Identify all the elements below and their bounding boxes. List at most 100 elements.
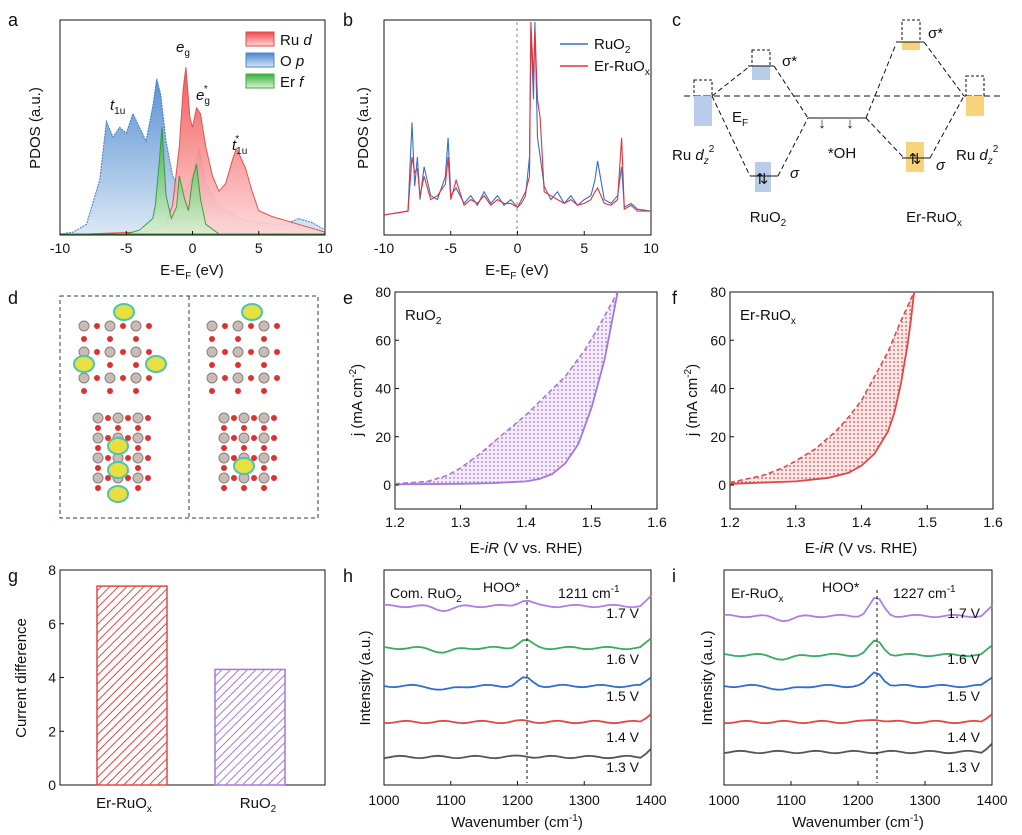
- o-atom: [261, 445, 267, 451]
- i-lines-x-ticklabel: 1200: [842, 792, 873, 808]
- panel-i: 1000 1100 1200 1300 1400 Er-RuOx HOO* 1227 c…: [699, 569, 1008, 831]
- f-plot-x-ticklabel: 1.3: [786, 514, 806, 530]
- xlabel-e: E-iR (V vs. RHE): [470, 540, 583, 557]
- o-atom: [235, 388, 241, 394]
- o-atom: [115, 425, 121, 431]
- voltage-label: 1.3 V: [606, 759, 639, 775]
- area-er-f: [60, 127, 325, 235]
- o-atom: [133, 388, 139, 394]
- o-atom: [120, 349, 126, 355]
- panel-b: -10 -5 0 5 10 E-EF (eV) PDOS (a.u.) RuO2 Er-…: [355, 19, 659, 282]
- panel-label-f: f: [672, 288, 678, 308]
- peak-label-i: HOO*: [822, 579, 860, 595]
- f-plot-x-ticklabel: 1.6: [983, 514, 1003, 530]
- spectrum-1.3-V: [383, 748, 652, 760]
- b-x-ticklabel: -10: [374, 240, 394, 256]
- o-atom: [95, 425, 101, 431]
- o-atom: [125, 435, 131, 441]
- b-x-ticklabel: -5: [445, 240, 458, 256]
- charge-isosurface: [233, 457, 255, 475]
- ru-atom: [206, 320, 218, 332]
- panel-f: 1.2 1.3 1.4 1.5 1.6 0 20 40 60 80 Er-RuOx E-iR (V…: [683, 284, 1003, 557]
- o-atom: [145, 455, 151, 461]
- shaded-area: [730, 292, 915, 484]
- o-atom: [107, 336, 113, 342]
- g-y-ticklabel: 0: [48, 777, 56, 793]
- panel-g: 0 2 4 6 8 Current difference Er-RuOx RuO2: [13, 562, 326, 815]
- o-atom: [105, 475, 111, 481]
- ru-dz2-label-right: Ru dz2: [956, 144, 999, 167]
- o-atom: [261, 425, 267, 431]
- o-atom: [271, 455, 277, 461]
- o-atom: [145, 435, 151, 441]
- shaded-area: [395, 292, 618, 485]
- link-line: [865, 117, 905, 159]
- o-atom: [94, 375, 100, 381]
- charge-isosurface: [107, 461, 129, 479]
- ru-atom: [132, 472, 144, 484]
- o-atom: [133, 362, 139, 368]
- xlabel-a: E-EF (eV): [160, 262, 224, 282]
- o-atom: [105, 435, 111, 441]
- ru-atom: [104, 320, 116, 332]
- spectrum-1.7-V: [384, 595, 652, 613]
- o-atom: [145, 475, 151, 481]
- xlabel-i: Wavenumber (cm-1): [792, 813, 924, 831]
- o-atom: [241, 445, 247, 451]
- o-atom: [95, 465, 101, 471]
- o-atom: [235, 336, 241, 342]
- e-plot-y-ticklabel: 40: [375, 381, 391, 397]
- legend-er-ruox: Er-RuOx: [594, 58, 650, 78]
- link-line: [923, 41, 965, 97]
- panel-label-h: h: [343, 566, 353, 586]
- o-atom: [133, 336, 139, 342]
- ruo2-label-c: RuO2: [750, 209, 787, 229]
- ru-atom: [130, 372, 142, 384]
- o-atom: [146, 375, 152, 381]
- ru-atom: [92, 412, 104, 424]
- o-atom: [251, 455, 257, 461]
- o-atom: [81, 336, 87, 342]
- sigma-label-ruo2: σ: [790, 165, 800, 182]
- panel-a: -10 -5 0 5 10 E-EF (eV) PDOS (a.u.) Ru d O p…: [27, 19, 333, 282]
- o-atom: [241, 425, 247, 431]
- o-atom: [107, 388, 113, 394]
- h-lines-x-ticklabel: 1300: [569, 792, 600, 808]
- o-atom: [221, 465, 227, 471]
- o-atom: [222, 375, 228, 381]
- series-solid: [729, 291, 915, 485]
- voltage-label: 1.4 V: [947, 729, 980, 745]
- annot-eg-star: eg*: [196, 84, 210, 107]
- b-x-ticklabel: 5: [580, 240, 588, 256]
- o-atom: [209, 362, 215, 368]
- charge-isosurface: [145, 355, 167, 373]
- ylabel-b: PDOS (a.u.): [355, 87, 372, 169]
- panel-label-i: i: [672, 566, 676, 586]
- ru-atom: [258, 320, 270, 332]
- panel-label-b: b: [343, 10, 353, 30]
- link-line: [711, 95, 751, 177]
- o-atom: [120, 323, 126, 329]
- f-plot-x-ticklabel: 1.2: [720, 514, 740, 530]
- ru-atom: [258, 372, 270, 384]
- e-plot-y-ticklabel: 80: [375, 284, 391, 300]
- o-atom: [274, 323, 280, 329]
- annot-t1u: t1u: [110, 97, 125, 117]
- g-y-ticklabel: 6: [48, 616, 56, 632]
- peak-position-i: 1227 cm-1: [893, 584, 956, 601]
- panel-label-c: c: [672, 10, 681, 30]
- f-plot-y-ticklabel: 20: [710, 429, 726, 445]
- inset-label-f: Er-RuOx: [740, 307, 796, 327]
- ru-atom: [92, 472, 104, 484]
- b-x-ticklabel: 10: [643, 240, 659, 256]
- spin-pair-er: ⇅: [909, 151, 922, 168]
- o-atom: [261, 485, 267, 491]
- ru-atom: [92, 432, 104, 444]
- category-ruo2: RuO2: [240, 795, 277, 815]
- sigma-band-er: [906, 142, 924, 172]
- o-atom: [274, 349, 280, 355]
- ru-atom: [218, 472, 230, 484]
- a-x-ticklabel: -5: [120, 240, 133, 256]
- category-er-ruox: Er-RuOx: [96, 795, 152, 815]
